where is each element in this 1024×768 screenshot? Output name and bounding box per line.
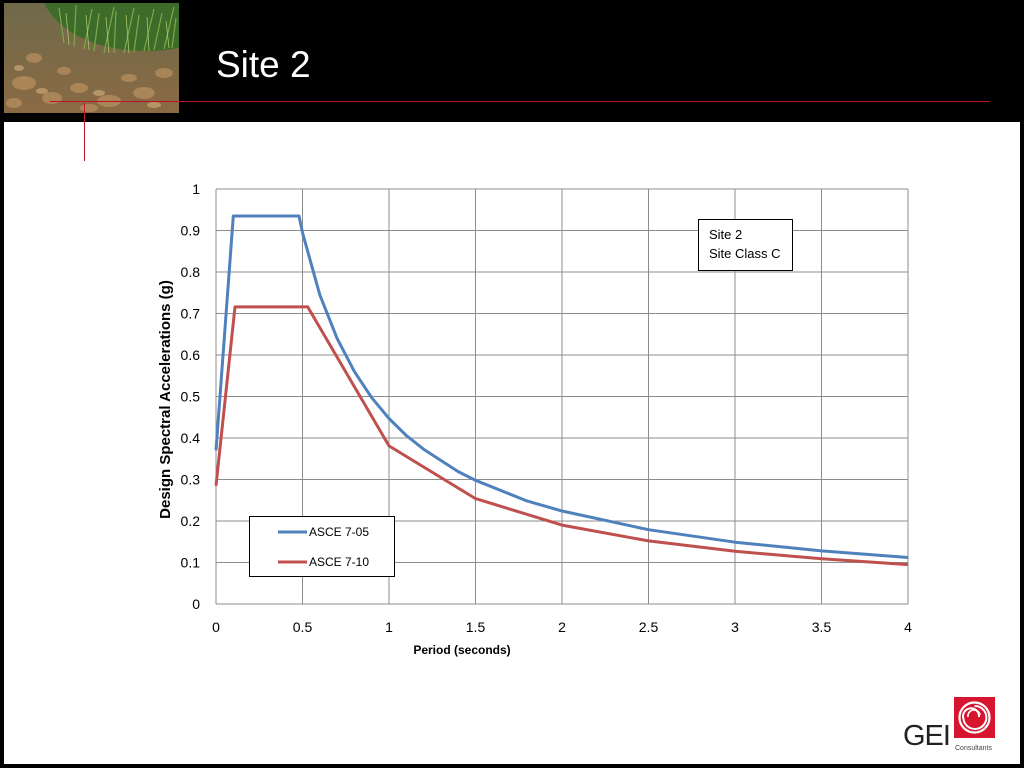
y-axis-label: Design Spectral Accelerations (g) bbox=[157, 280, 174, 519]
y-tick-label: 0.7 bbox=[181, 306, 201, 322]
x-tick-label: 0 bbox=[212, 619, 220, 635]
x-tick-label: 2 bbox=[558, 619, 566, 635]
y-tick-label: 0.8 bbox=[181, 264, 201, 280]
site-annotation-box: Site 2 Site Class C bbox=[698, 219, 793, 271]
annotation-line-class: Site Class C bbox=[709, 246, 781, 261]
x-tick-label: 0.5 bbox=[293, 619, 313, 635]
y-tick-label: 0.3 bbox=[181, 472, 201, 488]
accent-vertical-line bbox=[84, 103, 85, 161]
logo-swirl-icon bbox=[954, 697, 995, 738]
annotation-line-site: Site 2 bbox=[709, 227, 743, 242]
series-line-asce-7-05 bbox=[214, 214, 909, 559]
x-tick-label: 3.5 bbox=[812, 619, 832, 635]
y-tick-label: 0.5 bbox=[181, 389, 201, 405]
y-tick-label: 0 bbox=[192, 596, 200, 612]
legend-label: ASCE 7-10 bbox=[309, 555, 369, 569]
y-tick-label: 0.1 bbox=[181, 555, 201, 571]
y-tick-label: 0.6 bbox=[181, 347, 201, 363]
y-tick-label: 0.2 bbox=[181, 513, 201, 529]
x-axis-label: Period (seconds) bbox=[413, 643, 510, 657]
chart-legend: ASCE 7-05 ASCE 7-10 bbox=[249, 516, 395, 577]
y-tick-label: 0.4 bbox=[181, 430, 201, 446]
x-tick-label: 1 bbox=[385, 619, 393, 635]
slide-header: Site 2 bbox=[0, 0, 1024, 122]
x-tick-label: 3 bbox=[731, 619, 739, 635]
logo-subtext: Consultants bbox=[955, 745, 992, 752]
x-tick-label: 4 bbox=[904, 619, 912, 635]
logo-wordmark: GEI bbox=[903, 720, 951, 752]
y-tick-label: 0.9 bbox=[181, 223, 201, 239]
series-line-asce-7-10 bbox=[214, 305, 909, 567]
legend-label: ASCE 7-05 bbox=[309, 525, 369, 539]
gei-logo: GEI Consultants bbox=[903, 697, 1003, 757]
slide-title: Site 2 bbox=[216, 44, 311, 85]
x-tick-label: 2.5 bbox=[639, 619, 659, 635]
x-tick-label: 1.5 bbox=[466, 619, 486, 635]
y-tick-label: 1 bbox=[192, 181, 200, 197]
header-divider-line bbox=[50, 101, 990, 102]
